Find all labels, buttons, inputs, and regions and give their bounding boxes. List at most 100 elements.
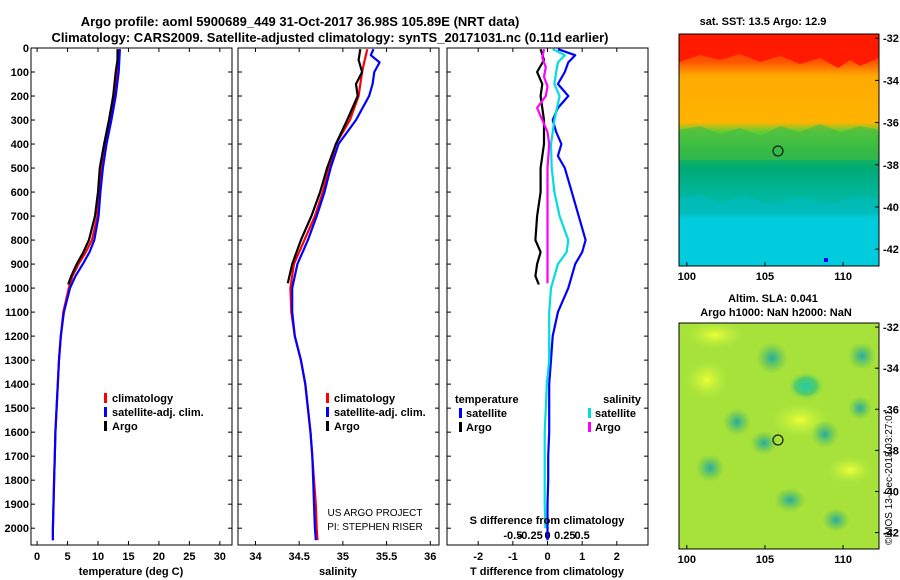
lat-tick-label: -34 (883, 75, 900, 87)
lat-tick-label: -42 (883, 528, 899, 540)
sst-marker-square (824, 258, 828, 262)
salinity-plot-frame (237, 47, 440, 546)
temperature-legend: climatology satellite-adj. clim. Argo (104, 393, 204, 433)
lon-tick-label: 100 (678, 271, 696, 283)
lat-tick-label: -38 (883, 160, 899, 172)
sla-low-anomaly (822, 508, 850, 532)
x-tick-label: 2 (614, 551, 620, 563)
sla-map-title-line1: Altim. SLA: 0.041 (728, 293, 818, 305)
x-tick-label: 10 (92, 551, 104, 563)
lon-tick-label: 110 (834, 554, 852, 566)
x-tick-label: 35.5 (376, 551, 397, 563)
sla-map-title-line2: Argo h1000: NaN h2000: NaN (700, 307, 852, 319)
temperature-x-axis: 0 5 10 15 20 25 30 (34, 48, 226, 563)
credit-pi: PI: STEPHEN RISER (327, 522, 423, 533)
salinity-difference-label: S difference from climatology (470, 515, 626, 527)
legend-swatch-satellite (104, 407, 107, 417)
series-satellite-adj-clim (291, 48, 381, 541)
depth-tick-label: 1300 (5, 355, 29, 367)
difference-xlabel: T difference from climatology (470, 566, 625, 578)
x-tick-label: 20 (153, 551, 165, 563)
lat-tick-label: -36 (883, 118, 899, 130)
series-temperature-argo (534, 48, 546, 285)
lon-tick-label: 110 (834, 271, 852, 283)
sst-front-band (679, 124, 879, 160)
difference-legend: temperature salinity satellite Argo sate… (455, 394, 642, 434)
salinity-difference-tick-label: -0.25 (518, 530, 543, 542)
depth-tick-label: 400 (11, 139, 29, 151)
depth-tick-label: 500 (11, 163, 29, 175)
salinity-difference-tick-label: 0.5 (575, 530, 590, 542)
imos-credit: ©IMOS 13-Dec-2018 03:27:01 (884, 409, 895, 545)
sst-cool-band (679, 194, 879, 215)
depth-tick-label: 1800 (5, 475, 29, 487)
x-tick-label: 34.5 (288, 551, 309, 563)
sla-low-anomaly (696, 454, 724, 482)
depth-tick-label: 1500 (5, 403, 29, 415)
lon-tick-label: 105 (756, 554, 774, 566)
figure-title-line2: Climatology: CARS2009. Satellite-adjuste… (51, 30, 608, 45)
legend-swatch-satellite (326, 407, 329, 417)
sla-high-anomaly (685, 360, 729, 400)
difference-panel: -2 -1 0 1 2 -0.5-0.25 0 0.250.5 T difference f… (446, 47, 649, 578)
depth-tick-label: 1900 (5, 499, 29, 511)
legend-label-argo: Argo (334, 421, 360, 433)
legend-label-climatology: climatology (334, 393, 396, 405)
sst-field (679, 34, 879, 266)
sst-map-frame (678, 33, 880, 267)
depth-tick-label: 1600 (5, 427, 29, 439)
legend-label-satellite: satellite-adj. clim. (334, 407, 426, 419)
x-tick-label: -1 (508, 551, 518, 563)
sst-map-title: sat. SST: 13.5 Argo: 12.9 (700, 16, 827, 28)
depth-tick-label: 0 (23, 43, 29, 55)
temperature-xlabel: temperature (deg C) (79, 566, 184, 578)
salinity-panel: 34 34.5 35 35.5 36 salinity climatology sate… (237, 47, 440, 578)
legend-swatch-climatology (326, 393, 329, 403)
figure-title-line1: Argo profile: aoml 5900689_449 31-Oct-20… (81, 14, 520, 29)
lat-tick-label: -34 (883, 363, 900, 375)
legend-title-temperature: temperature (455, 394, 519, 406)
difference-series (534, 48, 587, 541)
legend-swatch-sal-argo (588, 422, 591, 432)
temperature-plot-frame (30, 47, 233, 546)
sla-low-anomaly (811, 420, 839, 448)
salinity-xlabel: salinity (319, 566, 358, 578)
sla-low-anomaly (788, 372, 824, 400)
lat-tick-label: -32 (883, 322, 899, 334)
legend-label-sal-argo: Argo (595, 422, 621, 434)
legend-label-argo: Argo (112, 421, 138, 433)
x-tick-label: 0 (544, 551, 550, 563)
depth-tick-label: 700 (11, 211, 29, 223)
credit-project: US ARGO PROJECT (327, 508, 422, 519)
legend-swatch-climatology (104, 393, 107, 403)
x-tick-label: 1 (579, 551, 585, 563)
x-tick-label: 35 (337, 551, 349, 563)
sst-map: sat. SST: 13.5 Argo: 12.9 100 105 110 -32 -3… (678, 16, 900, 283)
x-tick-label: 0 (34, 551, 40, 563)
lat-tick-label: -42 (883, 244, 899, 256)
sst-map-axes: 100 105 110 -32 -34 -36 -38 -40 -42 (678, 33, 900, 283)
lat-tick-label: -32 (883, 33, 899, 45)
sla-low-anomaly (723, 408, 751, 436)
difference-depth-ticks (447, 47, 648, 529)
salinity-depth-ticks (238, 47, 439, 529)
depth-tick-label: 100 (11, 67, 29, 79)
difference-x-axis: -2 -1 0 1 2 (473, 48, 620, 563)
lat-tick-label: -40 (883, 202, 899, 214)
sla-low-anomaly (848, 342, 876, 370)
series-salinity-satellite (543, 48, 570, 529)
sla-map-axes: 100 105 110 -32 -34 -36 -38 -40 -42 (678, 322, 900, 566)
x-tick-label: 15 (122, 551, 134, 563)
sla-low-anomaly (848, 396, 872, 420)
sst-warm-patch (679, 34, 879, 68)
depth-tick-label: 1200 (5, 331, 29, 343)
series-argo (67, 49, 119, 285)
lon-tick-label: 100 (678, 554, 696, 566)
sst-argo-location-marker (772, 145, 784, 157)
sla-low-anomaly (756, 342, 788, 374)
x-tick-label: 30 (214, 551, 226, 563)
series-salinity-argo (535, 48, 551, 284)
salinity-difference-tick-label: 0.25 (554, 530, 575, 542)
depth-tick-label: 2000 (5, 523, 29, 535)
